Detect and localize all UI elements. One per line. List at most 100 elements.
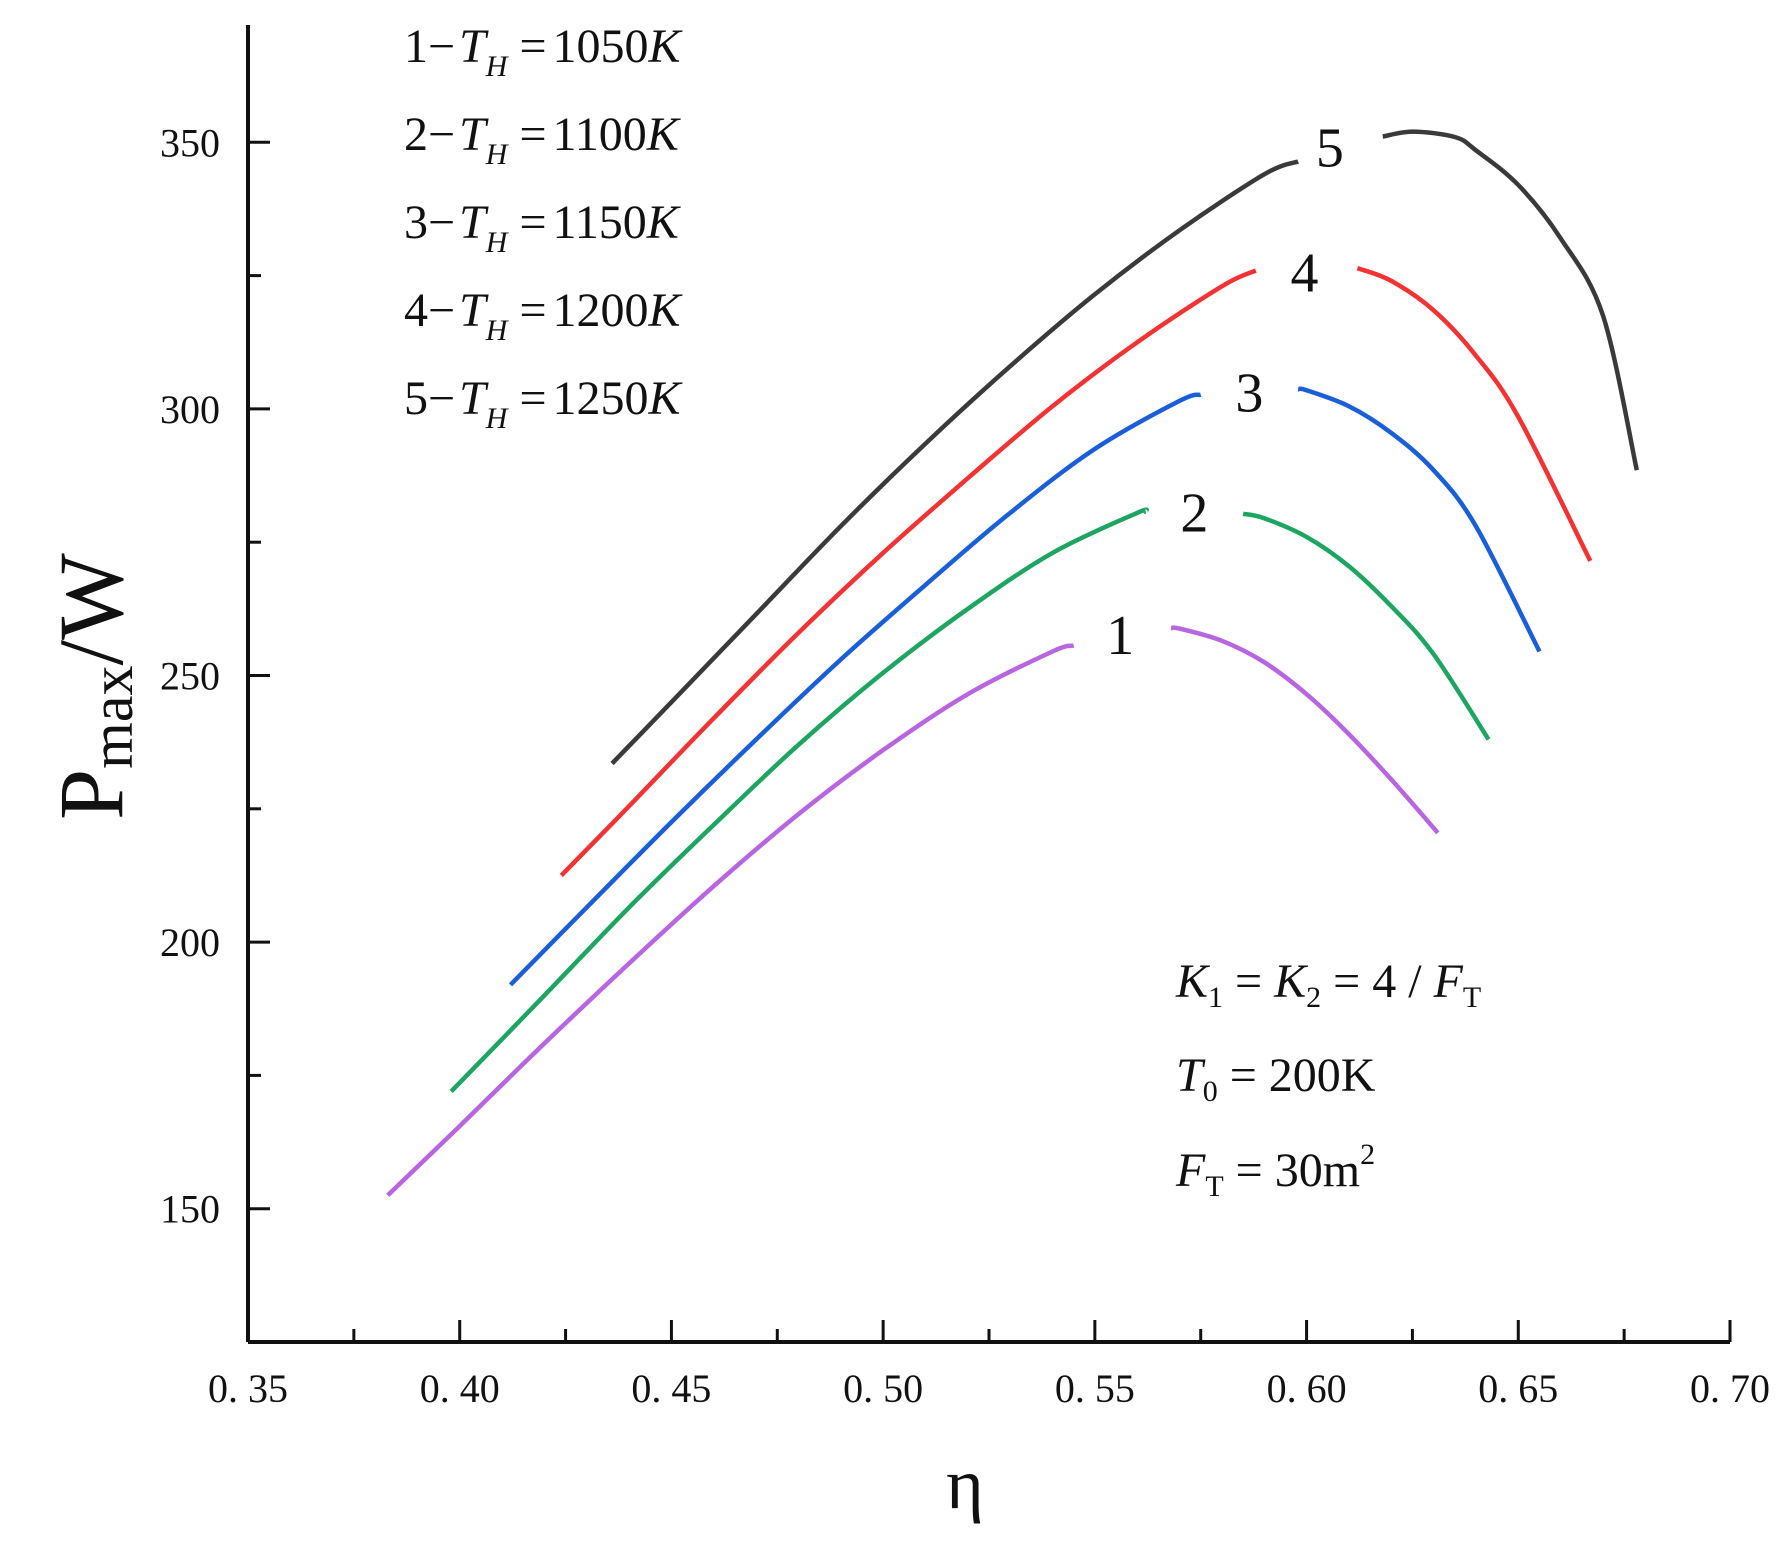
annotation-t0-sym: T	[1176, 1049, 1206, 1102]
legend-sub: H	[485, 138, 510, 171]
annotation-k1: K	[1175, 955, 1211, 1008]
series-line-3-right	[1297, 386, 1542, 653]
x-tick-label: 0. 65	[1478, 1366, 1558, 1411]
x-tick-label: 0. 55	[1055, 1366, 1135, 1411]
y-axis-title-unit: /W	[40, 553, 142, 666]
series-group	[386, 129, 1639, 1198]
legend-item-4: 4−TH = 1200K	[404, 284, 684, 347]
legend-sym: T	[459, 196, 489, 249]
legend-unit: K	[646, 196, 682, 249]
legend-num: 5	[404, 372, 428, 425]
series-label-3: 3	[1235, 363, 1263, 425]
x-tick-label: 0. 35	[208, 1366, 288, 1411]
annotation-t0-eq: =	[1218, 1049, 1269, 1102]
legend-dash: −	[428, 372, 455, 425]
legend-unit: K	[646, 108, 682, 161]
legend-value: 1150	[553, 196, 647, 249]
annotation-t0-value: 200K	[1269, 1049, 1376, 1102]
y-tick-label: 300	[160, 387, 220, 432]
legend-num: 1	[404, 20, 428, 73]
annotation-ft-area-sup: 2	[1360, 1138, 1375, 1171]
annotation-slash: /	[1396, 955, 1433, 1008]
legend-value: 1250	[553, 372, 649, 425]
annotation-ft: F	[1433, 955, 1464, 1008]
legend-value: 1200	[553, 284, 649, 337]
annotation-eq2: =	[1321, 955, 1372, 1008]
legend-value: 1050	[553, 20, 649, 73]
series-line-2-right	[1242, 511, 1491, 741]
annotation-ft-area-value: 30m	[1275, 1144, 1360, 1197]
series-line-4-left	[559, 268, 1257, 878]
y-tick-label: 200	[160, 920, 220, 965]
annotation-k2-sub: 2	[1306, 981, 1321, 1014]
legend-num: 4	[404, 284, 428, 337]
parameter-annotations: K1 = K2 = 4 / FT T0 = 200K FT = 30m2	[1175, 955, 1481, 1203]
legend-sym: T	[459, 108, 489, 161]
series-line-2-left	[449, 507, 1149, 1093]
legend-num: 3	[404, 196, 428, 249]
annotation-t0: T0 = 200K	[1176, 1049, 1376, 1108]
x-axis-title: η	[946, 1444, 984, 1524]
annotation-eq1: =	[1223, 955, 1274, 1008]
legend-sub: H	[485, 402, 510, 435]
legend-item-3: 3−TH = 1150K	[404, 196, 682, 259]
series-line-3-left	[508, 392, 1202, 987]
legend-sym: T	[459, 284, 489, 337]
x-tick-label: 0. 50	[843, 1366, 923, 1411]
legend-eq: =	[507, 20, 546, 73]
legend-sub: H	[485, 314, 510, 347]
annotation-k: K1 = K2 = 4 / FT	[1175, 955, 1481, 1014]
y-axis-title-sub: max	[79, 666, 145, 769]
annotation-k-value: 4	[1372, 955, 1396, 1008]
legend-item-2: 2−TH = 1100K	[404, 108, 682, 171]
legend-sub: H	[485, 50, 510, 83]
legend-eq: =	[507, 284, 546, 337]
legend-eq: =	[507, 196, 546, 249]
series-line-1-left	[386, 643, 1075, 1198]
series-line-1-right	[1170, 625, 1440, 835]
x-tick-label: 0. 60	[1267, 1366, 1347, 1411]
legend-unit: K	[648, 372, 684, 425]
y-tick-label: 350	[160, 120, 220, 165]
x-tick-label: 0. 45	[631, 1366, 711, 1411]
annotation-t0-sub: 0	[1203, 1075, 1218, 1108]
y-tick-label: 150	[160, 1187, 220, 1232]
legend-item-5: 5−TH = 1250K	[404, 372, 684, 435]
series-label-1: 1	[1106, 605, 1134, 667]
series-label-4: 4	[1290, 243, 1318, 305]
x-tick-label: 0. 40	[420, 1366, 500, 1411]
annotation-ft-area-eq: =	[1224, 1144, 1275, 1197]
series-line-5-right	[1382, 129, 1639, 471]
annotation-ft-area-sub: T	[1205, 1170, 1223, 1203]
series-label-5: 5	[1316, 117, 1344, 179]
y-tick-label: 250	[160, 654, 220, 699]
legend-sym: T	[459, 20, 489, 73]
annotation-k2: K	[1273, 955, 1309, 1008]
series-label-2: 2	[1180, 483, 1208, 545]
legend-unit: K	[648, 284, 684, 337]
series-line-4-right	[1356, 265, 1593, 562]
annotation-ft-sub: T	[1463, 981, 1481, 1014]
annotation-ft-area: FT = 30m2	[1175, 1138, 1375, 1203]
y-axis-title-main: P	[40, 769, 142, 820]
legend-eq: =	[507, 108, 546, 161]
legend-item-1: 1−TH = 1050K	[404, 20, 684, 83]
legend-sub: H	[485, 226, 510, 259]
legend-value: 1100	[553, 108, 647, 161]
ticks: 0. 35 0. 40 0. 45 0. 50 0. 55 0. 60 0. 65 0. 70…	[160, 120, 1770, 1411]
x-tick-label: 0. 70	[1690, 1366, 1770, 1411]
legend-dash: −	[428, 108, 455, 161]
annotation-ft-area-sym: F	[1175, 1144, 1206, 1197]
legend-unit: K	[648, 20, 684, 73]
legend-num: 2	[404, 108, 428, 161]
y-axis-title: Pmax/W	[40, 553, 145, 820]
legend-sym: T	[459, 372, 489, 425]
annotation-k1-sub: 1	[1208, 981, 1223, 1014]
series-line-5-left	[610, 159, 1299, 766]
legend-dash: −	[428, 284, 455, 337]
legend-eq: =	[507, 372, 546, 425]
legend-dash: −	[428, 20, 455, 73]
